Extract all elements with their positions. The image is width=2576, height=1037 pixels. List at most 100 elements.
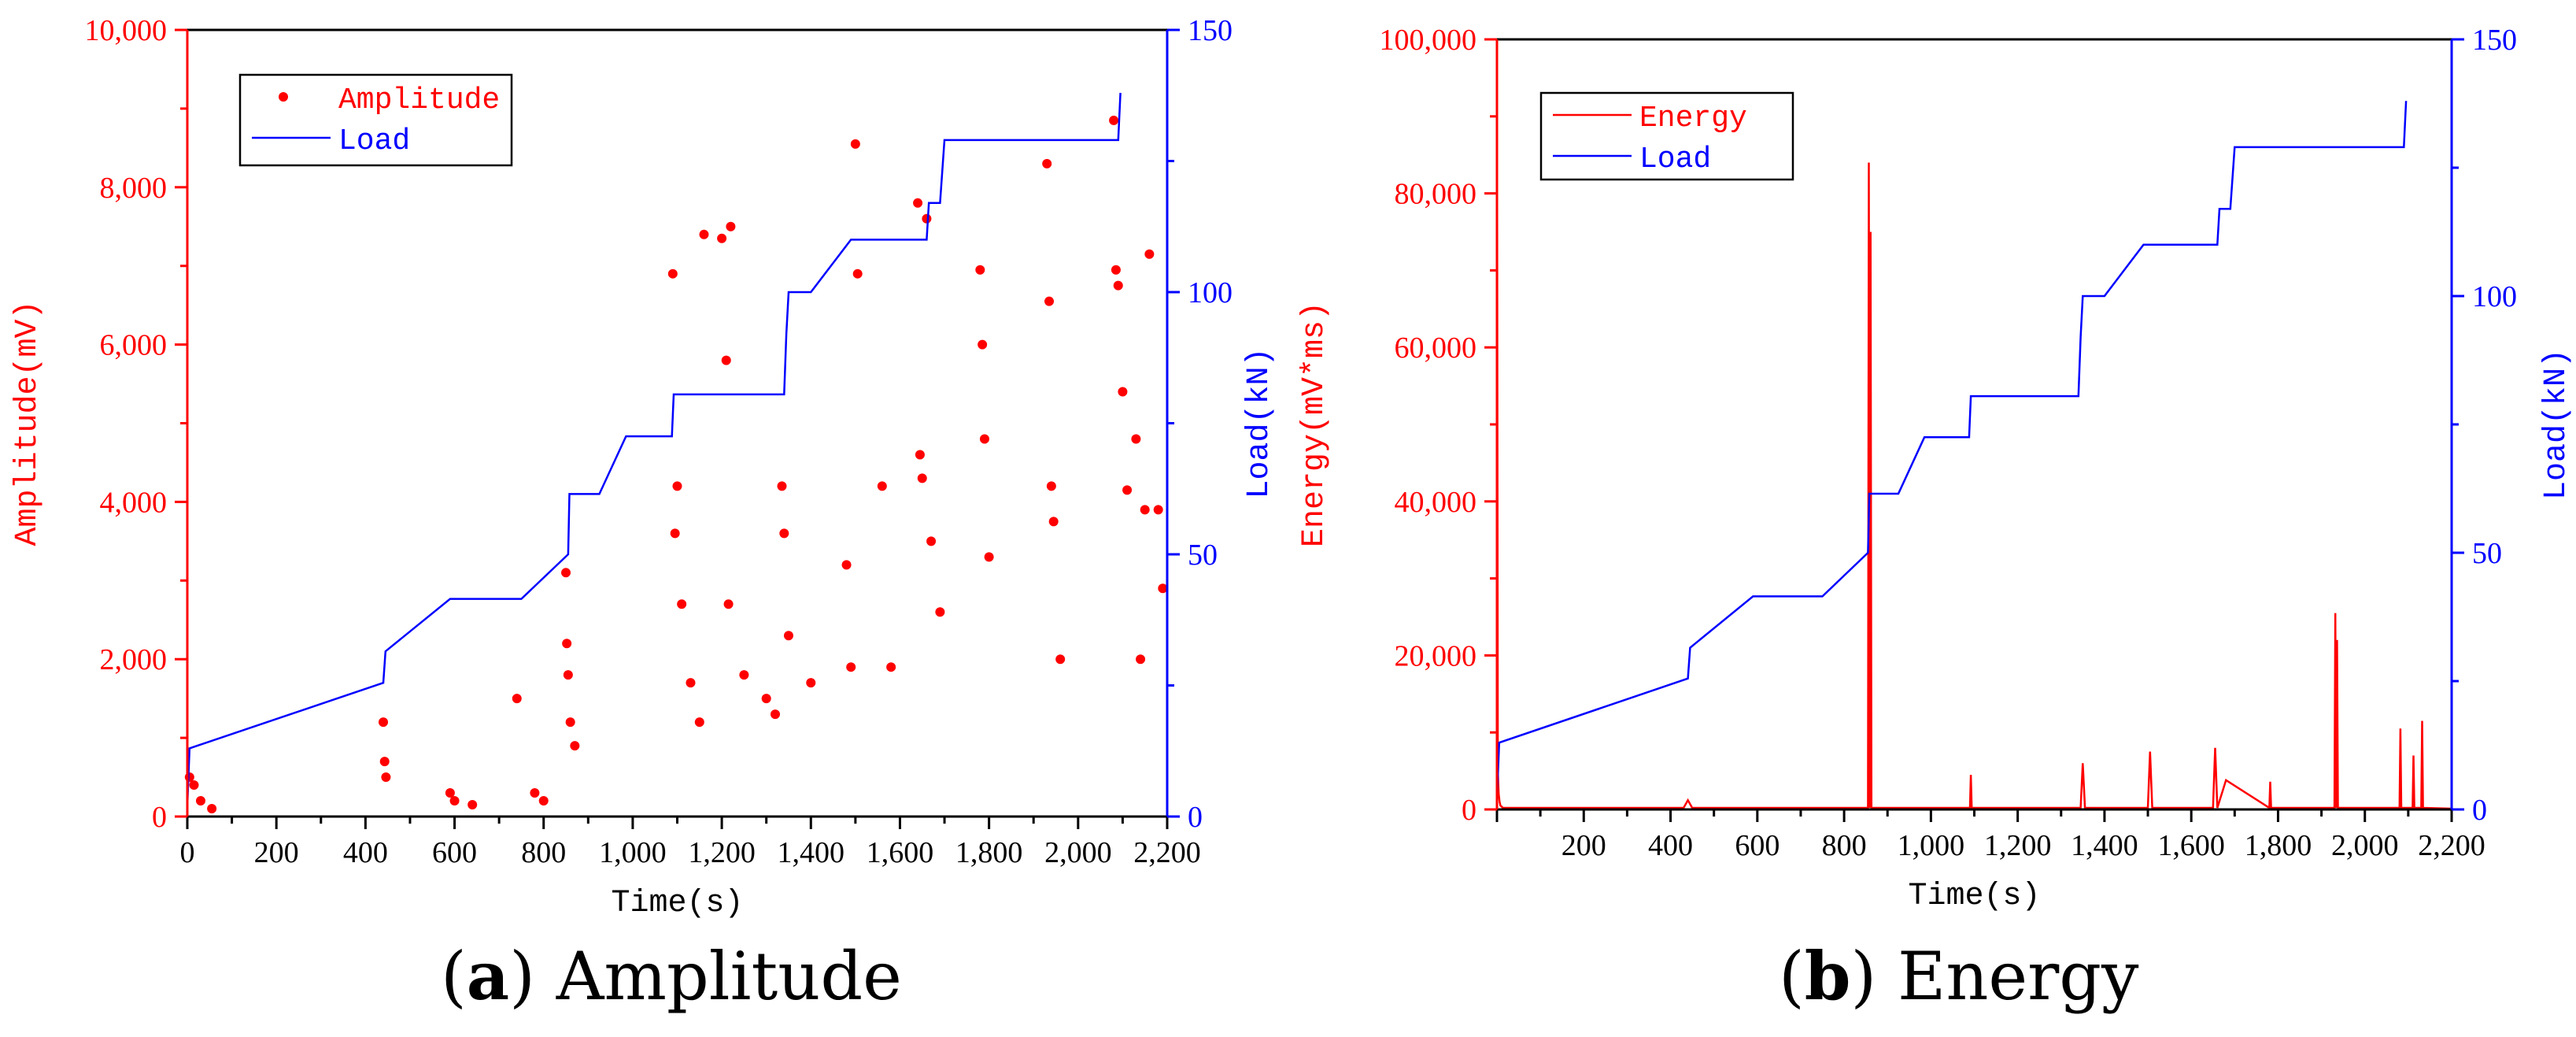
amplitude-point: [468, 800, 478, 810]
amplitude-point: [561, 568, 571, 578]
x-tick-label: 1,400: [778, 836, 845, 869]
amplitude-point: [1055, 654, 1066, 665]
y2-tick-label: 150: [1188, 14, 1233, 47]
amplitude-point: [984, 552, 994, 562]
amplitude-point: [1042, 158, 1052, 169]
amplitude-point: [1158, 583, 1168, 594]
y2-axis-title: Load(kN): [2539, 349, 2574, 500]
amplitude-point: [1111, 265, 1121, 275]
legend-label: Load: [1639, 143, 1711, 176]
y-tick-label: 100,000: [1380, 24, 1477, 57]
amplitude-point: [512, 694, 522, 704]
amplitude-point: [563, 670, 573, 680]
amplitude-point: [978, 339, 988, 350]
amplitude-point: [1131, 434, 1141, 444]
amplitude-point: [207, 804, 217, 814]
amplitude-point: [850, 139, 860, 149]
y-tick-label: 0: [1462, 794, 1476, 827]
amplitude-point: [726, 221, 736, 231]
caption-open: (: [1779, 938, 1805, 1015]
amplitude-point: [379, 757, 390, 767]
amplitude-point: [670, 528, 680, 539]
amplitude-point: [1140, 505, 1150, 515]
x-tick-label: 1,800: [2245, 829, 2312, 862]
x-tick-label: 600: [1735, 829, 1780, 862]
y2-tick-label: 100: [2472, 280, 2517, 313]
y2-tick-label: 50: [1188, 539, 1218, 572]
amplitude-point: [721, 355, 731, 365]
amplitude-point: [761, 694, 771, 704]
amplitude-point: [926, 536, 937, 546]
x-tick-label: 1,600: [867, 836, 934, 869]
amplitude-point: [739, 670, 749, 680]
load-series-line: [1495, 101, 2408, 800]
x-tick-label: 400: [1648, 829, 1693, 862]
x-tick-label: 1,400: [2071, 829, 2138, 862]
legend-label: Load: [338, 124, 410, 158]
caption-text: Energy: [1898, 938, 2139, 1015]
amplitude-point: [841, 560, 852, 570]
x-tick-label: 600: [432, 836, 477, 869]
y2-tick-label: 0: [1188, 801, 1203, 834]
amplitude-point: [979, 434, 989, 444]
panel-energy: 200 400 600 800 1,000 1,200 1,400 1,600 1,800 2,0…: [1291, 0, 2576, 1037]
amplitude-point: [538, 796, 549, 806]
amplitude-point: [1118, 387, 1128, 397]
y2-tick-label: 0: [2472, 794, 2487, 827]
amplitude-point: [570, 741, 580, 751]
x-tick-label: 200: [1561, 829, 1606, 862]
amplitude-point: [379, 717, 388, 728]
x-tick-label: 1,600: [2157, 829, 2225, 862]
y-axis-title: Energy(mV*ms): [1297, 302, 1332, 547]
amplitude-point: [771, 709, 780, 720]
amplitude-point: [699, 229, 709, 239]
y2-tick-label: 100: [1188, 276, 1233, 309]
amplitude-point: [846, 662, 856, 672]
caption-b: (b) Energy: [1779, 937, 2139, 1015]
caption-text: Amplitude: [556, 938, 902, 1015]
x-tick-label: 2,200: [2418, 829, 2485, 862]
x-tick-label: 2,200: [1133, 836, 1201, 869]
y-tick-label: 60,000: [1395, 331, 1477, 365]
x-axis-title: Time(s): [1908, 879, 2040, 914]
y-tick-label: 2,000: [100, 643, 168, 676]
amplitude-point: [852, 269, 863, 279]
y-tick-label: 20,000: [1395, 639, 1477, 672]
y-axis-title: Amplitude(mV): [10, 300, 46, 546]
x-tick-label: 1,000: [599, 836, 667, 869]
amplitude-point: [783, 631, 793, 641]
y2-axis-title: Load(kN): [1242, 347, 1277, 498]
amplitude-point: [917, 473, 927, 483]
x-tick-label: 1,200: [688, 836, 756, 869]
amplitude-point: [677, 599, 687, 609]
amplitude-point: [1122, 485, 1133, 495]
amplitude-point: [1048, 517, 1059, 527]
amplitude-point: [1136, 654, 1146, 665]
amplitude-point: [1113, 280, 1123, 291]
amplitude-point: [565, 717, 575, 728]
y2-tick-label: 50: [2472, 537, 2502, 570]
load-series-line: [186, 92, 1122, 806]
amplitude-chart: 0 200 400 600 800 1,000 1,200 1,400 1,600 1,800 2,…: [10, 14, 1277, 921]
amplitude-point: [723, 599, 734, 609]
x-tick-label: 0: [180, 836, 195, 869]
amplitude-point: [922, 213, 932, 224]
panel-amplitude: 0 200 400 600 800 1,000 1,200 1,400 1,600 1,800 2,…: [0, 0, 1277, 1037]
legend-label: Energy: [1639, 102, 1747, 135]
energy-chart: 200 400 600 800 1,000 1,200 1,400 1,600 1,800 2,0…: [1297, 24, 2574, 914]
amplitude-point: [1046, 481, 1056, 491]
y-tick-label: 40,000: [1395, 486, 1477, 519]
x-tick-label: 2,000: [1044, 836, 1112, 869]
amplitude-point: [1109, 115, 1119, 125]
caption-close: ): [509, 938, 535, 1015]
y-tick-label: 6,000: [100, 329, 168, 362]
x-tick-label: 2,000: [2331, 829, 2399, 862]
caption-close: ): [1850, 938, 1877, 1015]
x-tick-label: 800: [1822, 829, 1867, 862]
amplitude-point: [381, 772, 391, 783]
amplitude-point: [449, 796, 460, 806]
caption-letter: b: [1804, 937, 1851, 1015]
legend-box: [1539, 91, 1794, 181]
x-tick-label: 400: [343, 836, 388, 869]
amplitude-point: [667, 269, 678, 279]
